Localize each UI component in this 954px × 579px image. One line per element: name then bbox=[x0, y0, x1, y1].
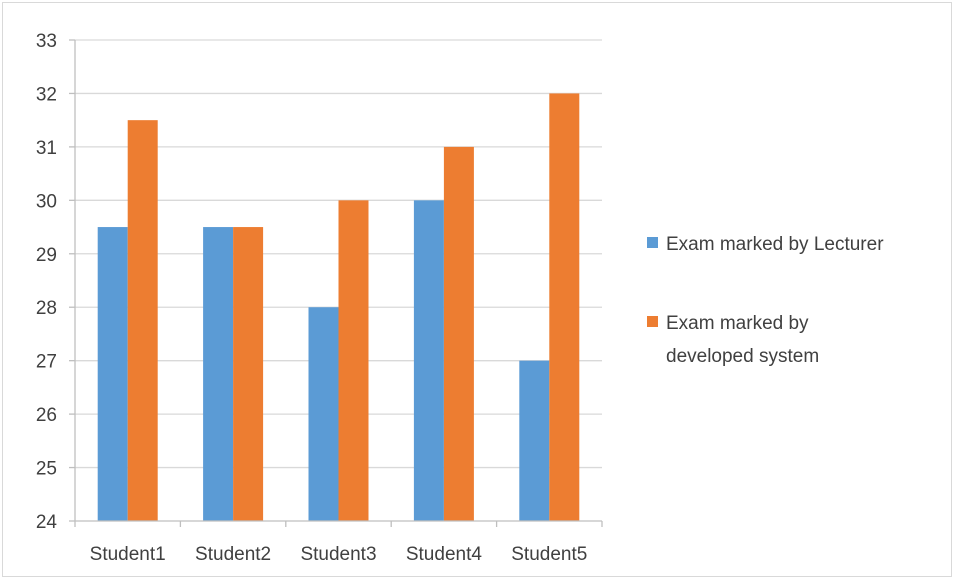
axes bbox=[69, 39, 603, 527]
bar-system-student5 bbox=[549, 93, 580, 521]
bars bbox=[97, 93, 580, 522]
bar-system-student1 bbox=[127, 120, 158, 522]
bar-lecturer-student2 bbox=[203, 227, 234, 522]
y-tick-label: 28 bbox=[36, 298, 57, 319]
legend-label-system: Exam marked by bbox=[666, 313, 809, 334]
legend-label-system: developed system bbox=[666, 346, 819, 367]
x-tick-label: Student5 bbox=[511, 544, 587, 565]
bar-lecturer-student3 bbox=[308, 307, 339, 521]
legend-swatch-lecturer bbox=[647, 237, 658, 248]
y-tick-label: 30 bbox=[36, 191, 57, 212]
bar-system-student2 bbox=[233, 227, 264, 522]
y-tick-label: 27 bbox=[36, 352, 57, 373]
x-tick-label: Student2 bbox=[195, 544, 271, 565]
x-tick-label: Student3 bbox=[300, 544, 376, 565]
bar-system-student3 bbox=[338, 200, 369, 522]
y-tick-label: 25 bbox=[36, 459, 57, 480]
y-tick-label: 26 bbox=[36, 405, 57, 426]
legend: Exam marked by Lecturer Exam marked by dev… bbox=[647, 234, 884, 367]
bar-lecturer-student1 bbox=[97, 227, 128, 522]
y-tick-label: 32 bbox=[36, 84, 57, 105]
x-tick-label: Student4 bbox=[406, 544, 482, 565]
y-tick-label: 29 bbox=[36, 245, 57, 266]
legend-label-lecturer: Exam marked by Lecturer bbox=[666, 234, 884, 255]
y-tick-labels: 24 25 26 27 28 29 30 31 32 33 bbox=[36, 31, 58, 533]
y-tick-label: 24 bbox=[36, 512, 58, 533]
bar-lecturer-student5 bbox=[519, 360, 550, 521]
bar-lecturer-student4 bbox=[413, 200, 444, 522]
x-tick-label: Student1 bbox=[90, 544, 166, 565]
x-tick-labels: Student1 Student2 Student3 Student4 Student5 bbox=[90, 544, 588, 565]
legend-swatch-system bbox=[647, 316, 658, 327]
y-tick-label: 33 bbox=[36, 31, 57, 52]
bar-system-student4 bbox=[443, 146, 474, 521]
y-tick-label: 31 bbox=[36, 138, 57, 159]
